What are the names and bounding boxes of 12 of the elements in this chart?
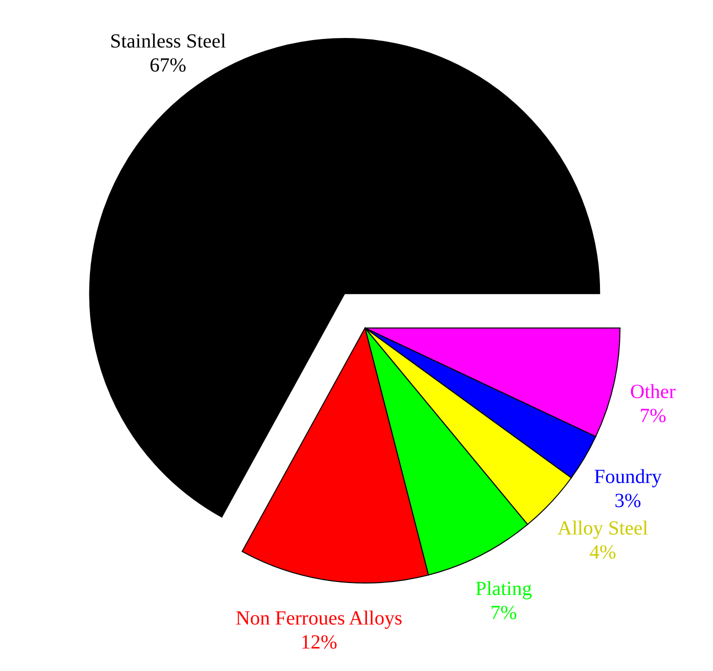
data-label: 7%	[640, 404, 666, 427]
slice-label: Foundry	[594, 466, 662, 488]
slice-label: Stainless Steel	[110, 30, 226, 52]
data-label: 3%	[614, 490, 642, 512]
slice-label: Plating	[475, 578, 532, 600]
slice-label: Other	[630, 380, 676, 403]
data-label: 67%	[150, 54, 186, 76]
slice-label: Alloy Steel	[558, 518, 649, 540]
data-label: 4%	[589, 542, 616, 564]
data-label: 12%	[300, 632, 338, 654]
data-label: 7%	[490, 602, 517, 624]
slice-label: Non Ferroues Alloys	[236, 608, 402, 630]
